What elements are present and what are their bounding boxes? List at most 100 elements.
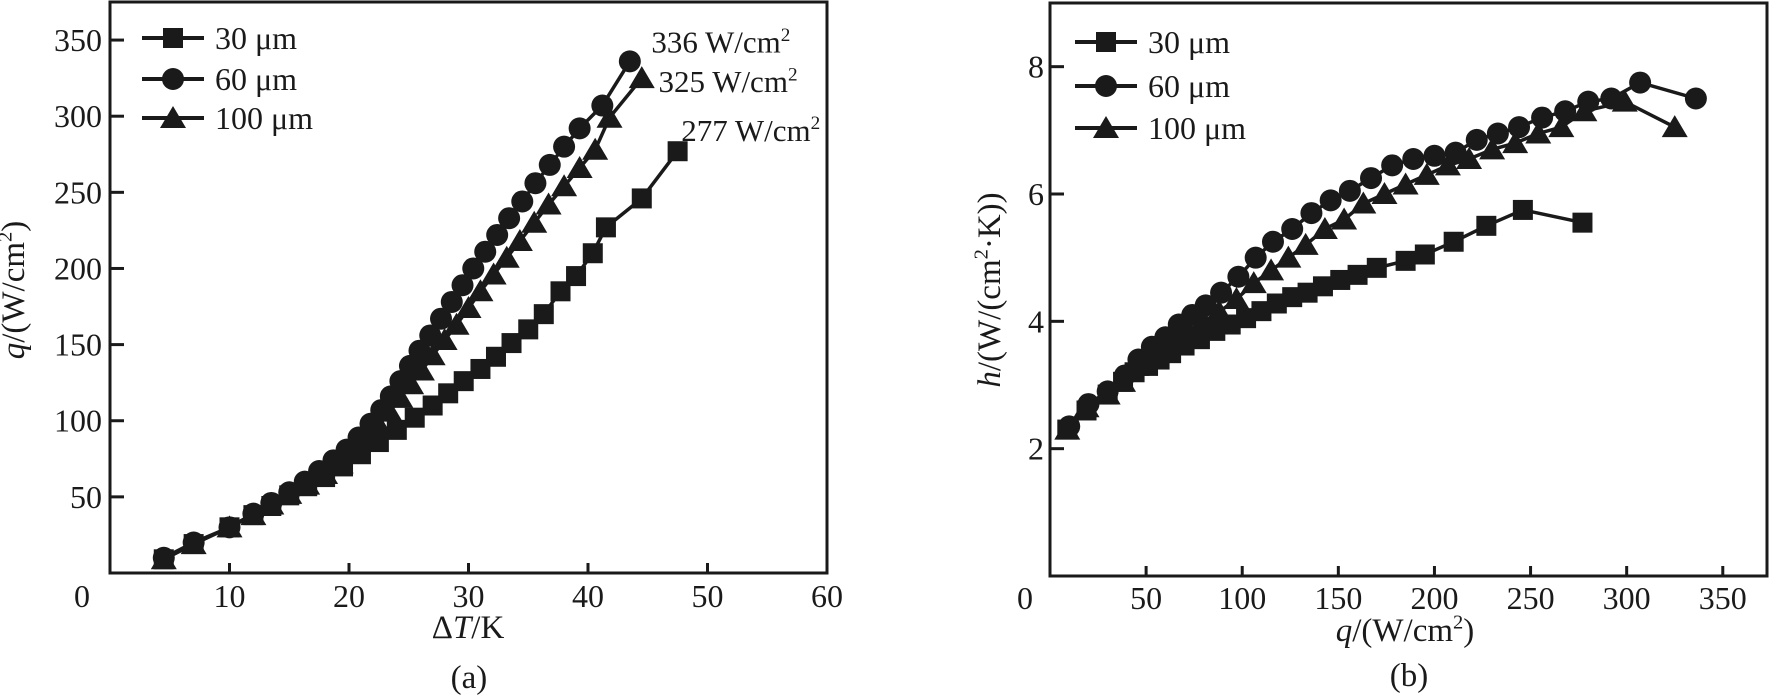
circle-marker (553, 135, 576, 158)
circle-marker (1194, 294, 1217, 317)
triangle-marker (1292, 232, 1319, 255)
square-marker (1572, 212, 1593, 233)
triangle-marker (387, 385, 414, 408)
chart-a-container: 0 10 20 30 40 50 60 50 100 150 200 250 300 350 30 μm 60… (0, 0, 843, 696)
square-marker (453, 371, 474, 392)
circle-marker (1244, 246, 1267, 269)
triangle-marker (1331, 207, 1358, 230)
square-marker (404, 407, 425, 428)
square-marker (595, 217, 616, 238)
legend-label: 100 μm (1148, 110, 1246, 146)
triangle-marker (1094, 382, 1121, 405)
square-marker (1414, 244, 1435, 265)
circle-marker (498, 207, 521, 230)
triangle-marker (1161, 325, 1188, 348)
annotation-a-0: 336 W/cm2 (651, 25, 790, 60)
triangle-marker (596, 105, 623, 128)
triangle-marker (1175, 318, 1202, 341)
circle-marker (1210, 281, 1233, 304)
x-tick-label: 10 (214, 578, 246, 614)
circle-marker (1319, 189, 1342, 212)
y-axis-b: 2 4 6 8 (1028, 49, 1064, 467)
y-tick-label: 350 (54, 22, 102, 58)
x-axis-title-a: ΔT/K (432, 610, 505, 646)
triangle-marker (521, 210, 548, 233)
x-tick-label: 20 (333, 578, 365, 614)
triangle-marker (1479, 137, 1506, 160)
triangle-marker (1611, 89, 1638, 112)
triangle-marker (566, 155, 593, 178)
square-marker (533, 304, 554, 325)
circle-marker (440, 290, 463, 313)
circle-marker (451, 274, 474, 297)
triangle-marker (493, 245, 520, 268)
triangle-marker (1525, 121, 1552, 144)
triangle-marker (1110, 369, 1137, 392)
triangle-marker (480, 262, 507, 285)
legend-label: 30 μm (215, 20, 297, 56)
x-axis-title-b: q/(W/cm2) (1336, 611, 1475, 649)
triangle-marker (1190, 309, 1217, 332)
legend-item-100um: 100 μm (142, 100, 313, 136)
triangle-marker (1148, 334, 1175, 357)
triangle-marker (365, 413, 392, 436)
triangle-marker (1206, 299, 1233, 322)
x-tick-label: 40 (572, 578, 604, 614)
triangle-marker (628, 66, 655, 89)
circle-marker (408, 339, 431, 362)
triangle-marker (1136, 341, 1163, 364)
x-tick-label: 100 (1218, 580, 1266, 616)
chart-a-plot: 0 10 20 30 40 50 60 50 100 150 200 250 300 350 30 μm 60… (0, 0, 843, 696)
circle-marker (1508, 116, 1531, 139)
triangle-marker (431, 328, 458, 351)
circle-marker (1227, 265, 1250, 288)
series-100um-a (150, 66, 655, 570)
square-marker (1282, 287, 1303, 308)
y-axis-title-a: q/(W/cm2) (0, 221, 32, 360)
legend-item-60um: 60 μm (142, 61, 297, 97)
circle-marker (1281, 218, 1304, 241)
legend-circle-icon (1095, 75, 1117, 97)
y-tick-label: 150 (54, 327, 102, 363)
triangle-marker (353, 427, 380, 450)
square-marker (550, 281, 571, 302)
circle-marker (419, 324, 442, 347)
legend-label: 30 μm (1148, 24, 1230, 60)
triangle-marker (1434, 153, 1461, 176)
square-marker (1251, 301, 1272, 322)
x-tick-label: 300 (1603, 580, 1651, 616)
annotation-a-1: 325 W/cm2 (659, 64, 798, 99)
circle-marker (430, 307, 453, 330)
circle-marker (538, 153, 561, 176)
y-tick-label: 300 (54, 98, 102, 134)
square-marker (1366, 257, 1387, 278)
circle-marker (1423, 144, 1446, 167)
circle-marker (462, 257, 485, 280)
circle-marker (511, 190, 534, 213)
triangle-marker (582, 137, 609, 160)
legend-square-icon (1096, 32, 1116, 52)
x-tick-label: 50 (692, 578, 724, 614)
y-axis-title-b: h/(W/(cm2·K)) (970, 192, 1008, 387)
triangle-marker (258, 492, 285, 515)
y-tick-label: 4 (1028, 303, 1044, 339)
plot-frame-b (1048, 1, 1769, 578)
square-marker (1312, 276, 1333, 297)
square-marker (501, 333, 522, 354)
square-marker (1512, 199, 1533, 220)
legend-square-icon (163, 28, 183, 48)
triangle-marker (150, 547, 177, 570)
series-30um-line (1066, 208, 1583, 431)
circle-marker (1402, 147, 1425, 170)
triangle-marker (1350, 191, 1377, 214)
triangle-marker (1571, 99, 1598, 122)
circle-marker (618, 50, 641, 73)
triangle-marker (312, 462, 339, 485)
triangle-marker (506, 229, 533, 252)
circle-marker (1381, 154, 1404, 177)
triangle-marker (1123, 353, 1150, 376)
square-marker (667, 141, 688, 162)
triangle-marker (408, 358, 435, 381)
legend-triangle-icon (1093, 116, 1119, 138)
